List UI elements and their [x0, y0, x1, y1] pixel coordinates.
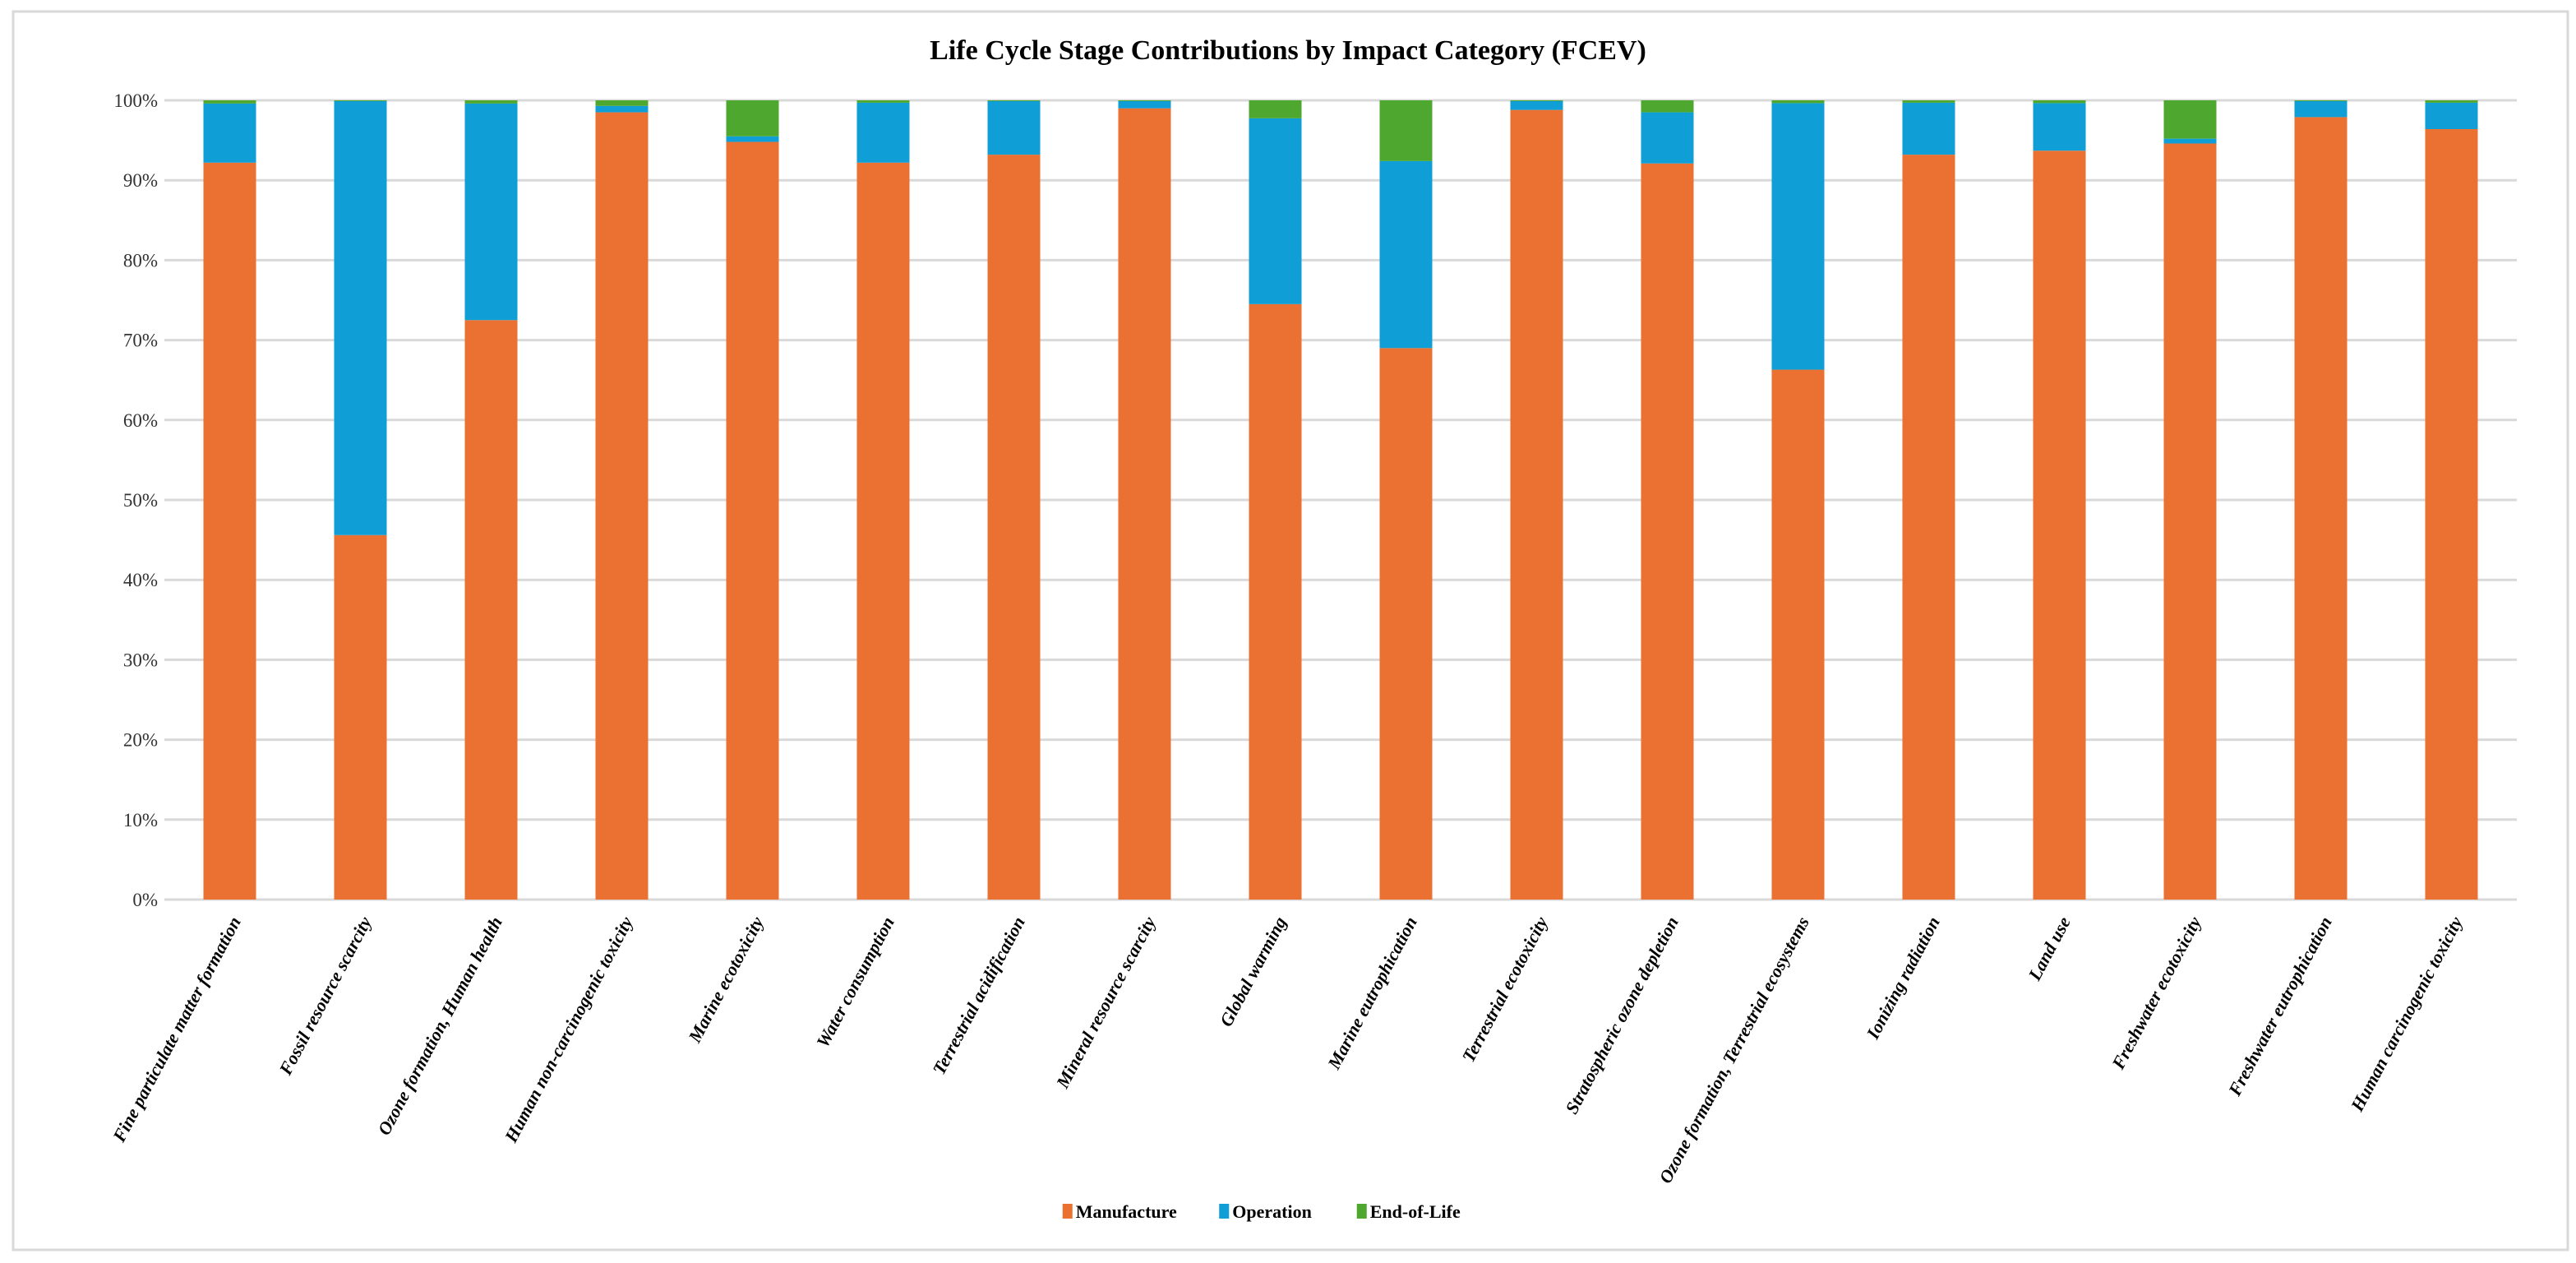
y-tick-label: 40% — [123, 570, 158, 590]
bar-segment-operation — [203, 103, 256, 163]
bar-segment-end-of-life — [2294, 100, 2347, 101]
bar-segment-manufacture — [1249, 303, 1302, 900]
bar-segment-manufacture — [2163, 143, 2217, 900]
bar-segment-end-of-life — [1771, 100, 1825, 104]
y-tick-label: 30% — [123, 650, 158, 670]
bar-segment-manufacture — [595, 112, 649, 900]
bar-segment-operation — [2294, 100, 2347, 118]
bar-segment-end-of-life — [1902, 100, 1955, 103]
bar-segment-operation — [464, 103, 518, 321]
y-tick-label: 10% — [123, 810, 158, 830]
bar-segment-operation — [726, 136, 779, 142]
bar-segment-operation — [2425, 102, 2478, 129]
legend: Manufacture Operation End-of-Life — [1062, 1201, 1461, 1222]
bar-segment-manufacture — [1379, 348, 1433, 900]
bar-segment-operation — [1771, 103, 1825, 370]
bar-segment-manufacture — [726, 141, 779, 900]
bar-segment-operation — [334, 100, 387, 535]
y-tick-label: 0% — [132, 890, 158, 910]
bar-segment-end-of-life — [1510, 100, 1563, 101]
bar-segment-end-of-life — [2425, 100, 2478, 103]
bar-segment-operation — [987, 100, 1041, 155]
y-tick-label: 60% — [123, 410, 158, 431]
bar-segment-end-of-life — [726, 100, 779, 136]
bar-segment-manufacture — [1118, 108, 1171, 900]
legend-label: Operation — [1232, 1201, 1312, 1222]
y-tick-label: 50% — [123, 490, 158, 511]
bar-segment-manufacture — [464, 320, 518, 900]
bar-segment-manufacture — [987, 155, 1041, 900]
bar-segment-manufacture — [1771, 369, 1825, 900]
y-tick-label: 90% — [123, 170, 158, 191]
bar-segment-end-of-life — [1379, 100, 1433, 161]
bar-segment-end-of-life — [1118, 100, 1171, 101]
bar-segment-end-of-life — [464, 100, 518, 104]
bar-segment-manufacture — [2425, 128, 2478, 900]
bar-segment-operation — [1902, 102, 1955, 155]
bar-segment-end-of-life — [2033, 100, 2086, 104]
y-tick-label: 80% — [123, 250, 158, 271]
gridlines — [164, 99, 2517, 901]
bar-segment-manufacture — [1510, 109, 1563, 900]
bars — [203, 100, 2478, 900]
bar-segment-manufacture — [1641, 163, 1694, 900]
bar-segment-end-of-life — [334, 100, 387, 101]
bar-segment-manufacture — [2033, 150, 2086, 900]
bar-segment-end-of-life — [1641, 100, 1694, 113]
y-tick-label: 100% — [113, 90, 158, 111]
legend-label: End-of-Life — [1370, 1201, 1461, 1222]
bar-segment-operation — [1249, 118, 1302, 304]
legend-swatch — [1062, 1204, 1073, 1219]
bar-segment-operation — [2163, 138, 2217, 144]
bar-segment-operation — [856, 102, 910, 163]
bar-segment-end-of-life — [987, 100, 1041, 101]
bar-segment-end-of-life — [2163, 100, 2217, 139]
bar-segment-manufacture — [2294, 117, 2347, 900]
y-axis-ticks: 0% 10% 20% 30% 40% 50% 60% 70% 80% 90% 100% — [113, 90, 158, 910]
bar-segment-end-of-life — [1249, 100, 1302, 118]
bar-segment-operation — [2033, 103, 2086, 151]
legend-label: Manufacture — [1076, 1201, 1177, 1222]
y-tick-label: 20% — [123, 730, 158, 751]
chart-title: Life Cycle Stage Contributions by Impact… — [930, 35, 1646, 66]
bar-segment-operation — [595, 105, 649, 113]
bar-segment-manufacture — [334, 534, 387, 900]
bar-segment-manufacture — [856, 162, 910, 900]
bar-segment-operation — [1641, 112, 1694, 164]
bar-segment-operation — [1510, 100, 1563, 110]
bar-segment-end-of-life — [595, 100, 649, 106]
legend-swatch — [1356, 1204, 1367, 1219]
y-tick-label: 70% — [123, 331, 158, 351]
bar-segment-operation — [1379, 160, 1433, 349]
legend-swatch — [1219, 1204, 1230, 1219]
bar-segment-manufacture — [203, 162, 256, 900]
bar-segment-operation — [1118, 100, 1171, 109]
bar-segment-end-of-life — [203, 100, 256, 104]
bar-segment-manufacture — [1902, 155, 1955, 900]
bar-segment-end-of-life — [856, 100, 910, 103]
